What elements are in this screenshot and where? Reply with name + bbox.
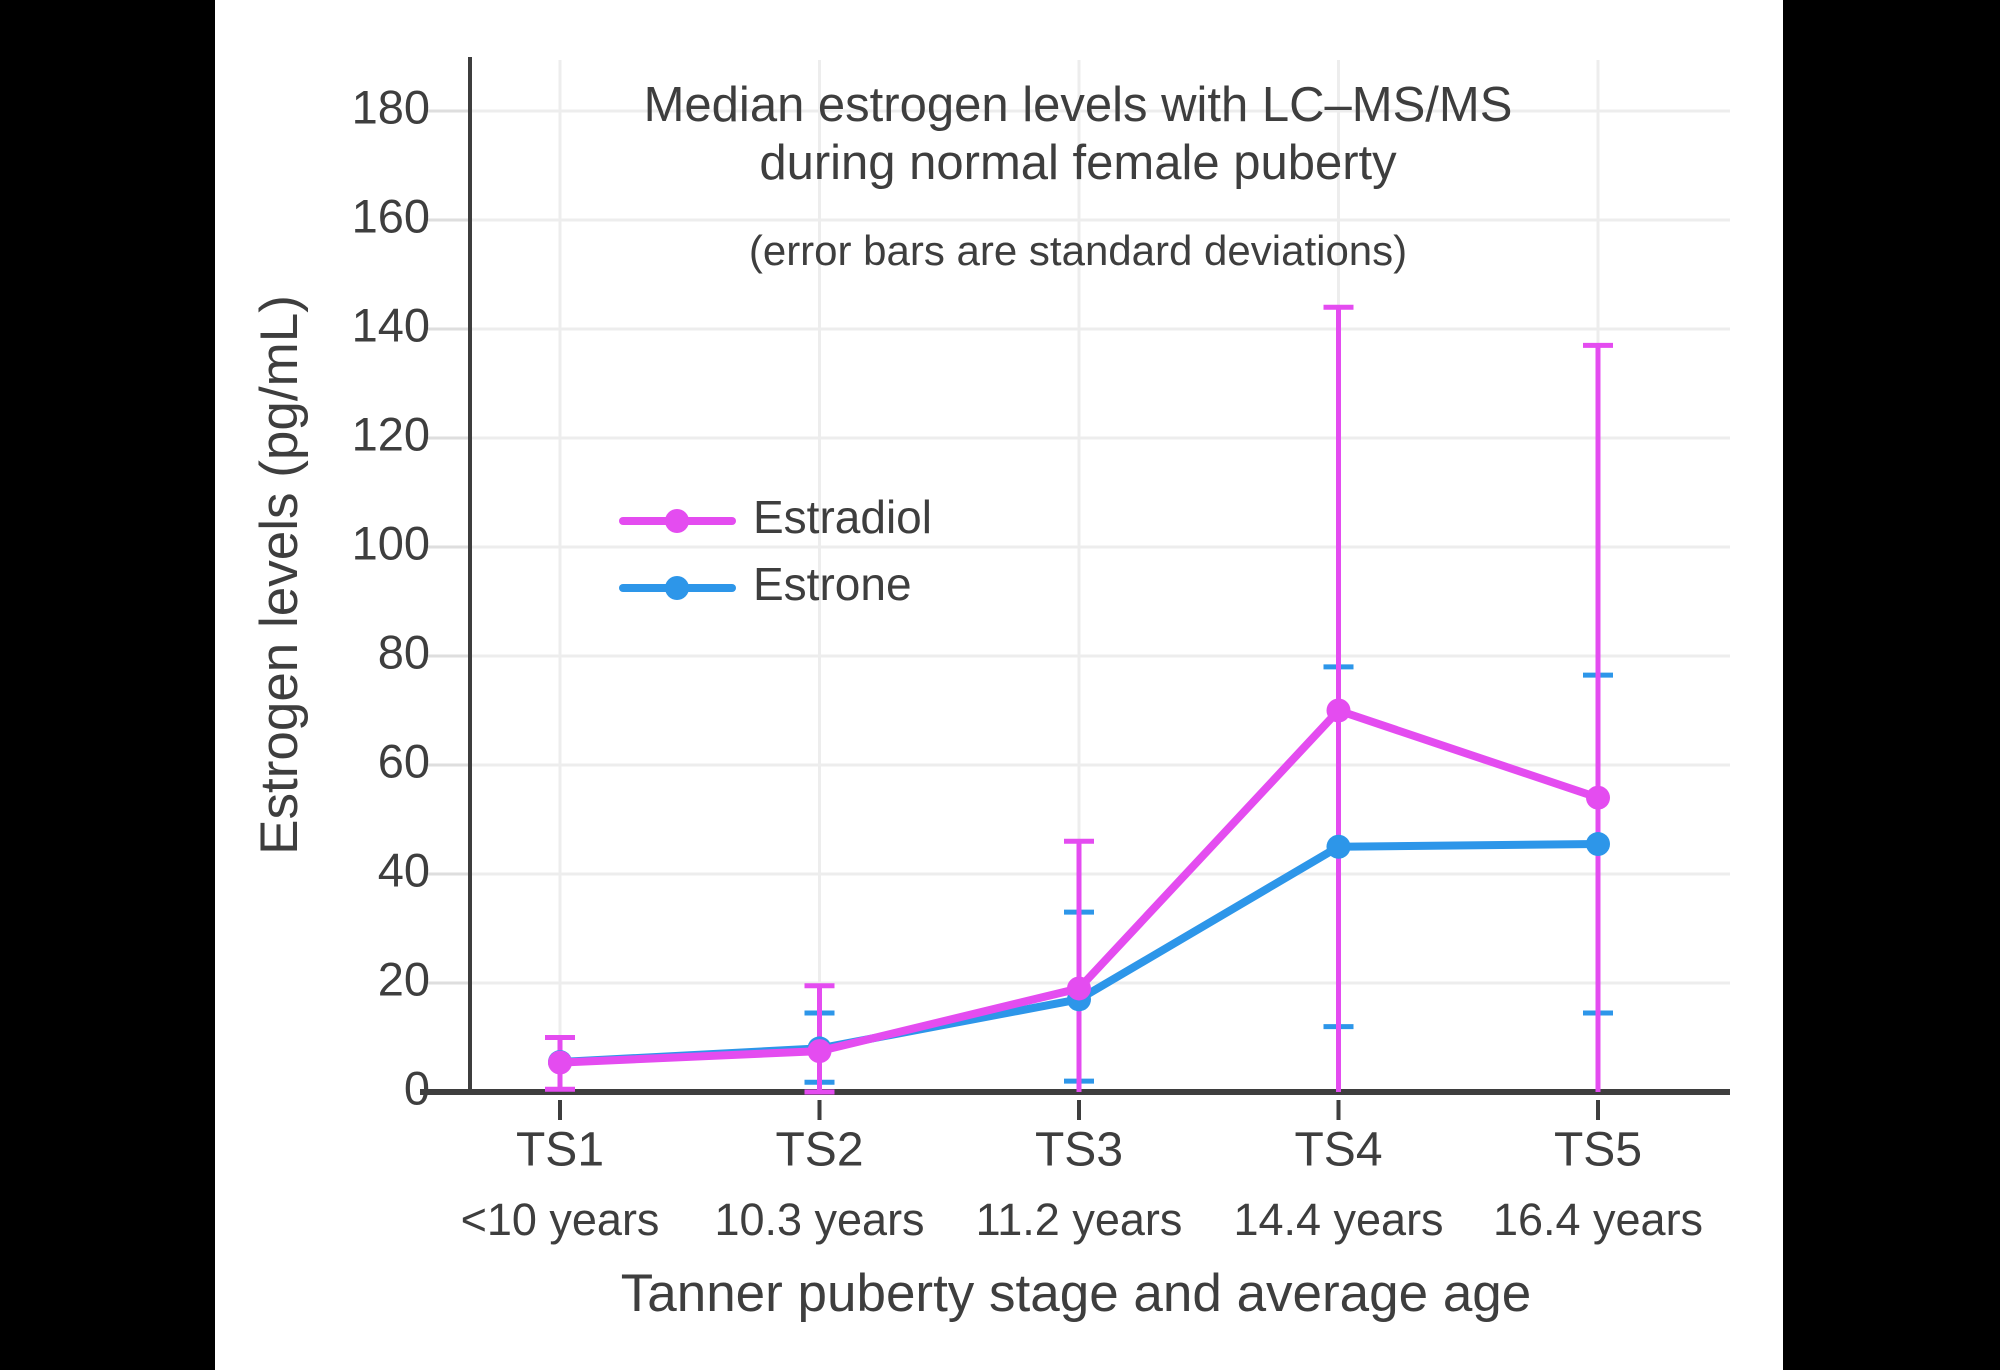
tick-labels: 0 20 40 60 80 100 120 140 160 180 TS1 <10 years TS2 1…	[352, 80, 1703, 1244]
y-axis-title: Estrogen levels (pg/mL)	[250, 295, 309, 855]
x-tick-label-stage: TS3	[1035, 1124, 1123, 1177]
data-point-estradiol-ts4	[1326, 698, 1351, 723]
x-tick-label-stage: TS4	[1294, 1124, 1382, 1177]
x-tick-label-stage: TS1	[516, 1124, 604, 1177]
x-tick-label-stage: TS5	[1554, 1124, 1642, 1177]
x-tick-label-age: 11.2 years	[976, 1194, 1183, 1245]
x-tick-label-age: 10.3 years	[714, 1194, 924, 1245]
data-point-estradiol-ts5	[1586, 785, 1610, 810]
legend-label-estradiol: Estradiol	[753, 491, 932, 543]
series-layer	[545, 304, 1613, 1095]
chart-title-line-1: Median estrogen levels with LC–MS/MS	[644, 78, 1513, 132]
data-point-estradiol-ts1	[548, 1050, 572, 1075]
y-tick-label: 20	[378, 952, 430, 1005]
data-point-estradiol-ts3	[1067, 976, 1091, 1001]
y-tick-label: 40	[378, 843, 430, 896]
chart-panel	[215, 0, 1783, 1370]
legend-swatch-dot-estrone	[665, 576, 689, 600]
legend-swatches	[619, 509, 736, 600]
x-tick-label-age: 16.4 years	[1493, 1194, 1703, 1245]
x-tick-label-stage: TS2	[775, 1124, 863, 1177]
y-tick-label: 140	[352, 298, 430, 351]
y-tick-label: 100	[352, 516, 430, 569]
x-tick-label-age: <10 years	[461, 1194, 660, 1245]
data-point-estrone-ts5	[1586, 832, 1610, 857]
axis-layer	[420, 57, 1730, 1120]
data-point-estrone-ts4	[1326, 834, 1351, 859]
y-tick-label: 80	[378, 625, 430, 678]
y-tick-label: 160	[352, 189, 430, 242]
chart-subtitle: (error bars are standard deviations)	[749, 227, 1407, 274]
legend-label-estrone: Estrone	[753, 558, 912, 610]
y-tick-label: 0	[404, 1061, 430, 1114]
data-point-estradiol-ts2	[807, 1039, 832, 1064]
y-tick-label: 180	[352, 80, 430, 133]
legend-swatch-dot-estradiol	[665, 509, 689, 533]
x-tick-label-age: 14.4 years	[1233, 1194, 1443, 1245]
y-tick-label: 120	[352, 407, 430, 460]
x-axis-title: Tanner puberty stage and average age	[621, 1264, 1532, 1323]
chart-title-line-2: during normal female puberty	[759, 136, 1397, 190]
y-tick-label: 60	[378, 734, 430, 787]
